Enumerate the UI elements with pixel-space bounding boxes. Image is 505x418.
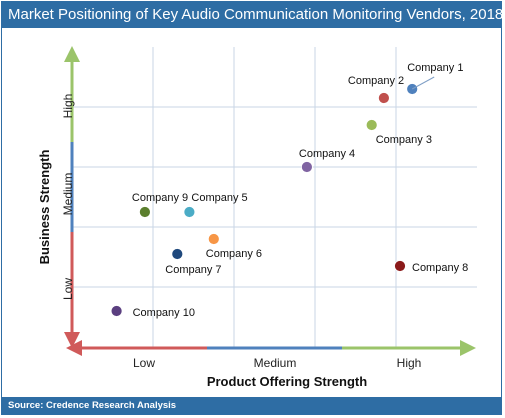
- point-label-company-7: Company 7: [165, 264, 221, 276]
- point-label-company-10: Company 10: [133, 307, 195, 319]
- y-axis-arrowhead-up: [64, 46, 80, 62]
- leader-line-company-1: [411, 76, 435, 90]
- x-tick-label-low: Low: [133, 356, 155, 370]
- point-label-company-5: Company 5: [191, 192, 247, 204]
- y-axis-arrowhead-down: [64, 332, 80, 348]
- point-company-5: [183, 206, 196, 218]
- point-label-company-3: Company 3: [376, 134, 432, 146]
- x-axis-arrowhead-right: [460, 340, 476, 356]
- point-company-4: [300, 161, 313, 173]
- point-label-company-2: Company 2: [348, 75, 404, 87]
- y-tick-label-low: Low: [61, 278, 75, 300]
- x-tick-label-high: High: [397, 356, 422, 370]
- x-axis-arrowhead-left: [66, 340, 82, 356]
- point-company-3: [365, 119, 378, 131]
- point-label-company-6: Company 6: [206, 248, 262, 260]
- point-company-8: [394, 260, 406, 272]
- grid-lines: [72, 47, 477, 347]
- point-label-company-4: Company 4: [299, 148, 355, 160]
- chart-title: Market Positioning of Key Audio Communic…: [2, 2, 503, 28]
- point-company-6: [207, 233, 220, 245]
- point-company-2: [377, 92, 390, 104]
- x-tick-label-medium: Medium: [254, 356, 297, 370]
- point-company-7: [171, 248, 184, 260]
- point-company-10: [110, 305, 123, 317]
- y-tick-label-high: High: [61, 94, 75, 119]
- point-company-9: [138, 206, 151, 218]
- source-note: Source: Credence Research Analysis: [2, 397, 501, 414]
- y-tick-label-medium: Medium: [61, 173, 75, 216]
- y-axis-title: Business Strength: [37, 150, 52, 265]
- point-label-company-1: Company 1: [407, 62, 463, 74]
- point-label-company-9: Company 9: [132, 192, 188, 204]
- x-axis-title: Product Offering Strength: [207, 374, 367, 389]
- point-label-company-8: Company 8: [412, 262, 468, 274]
